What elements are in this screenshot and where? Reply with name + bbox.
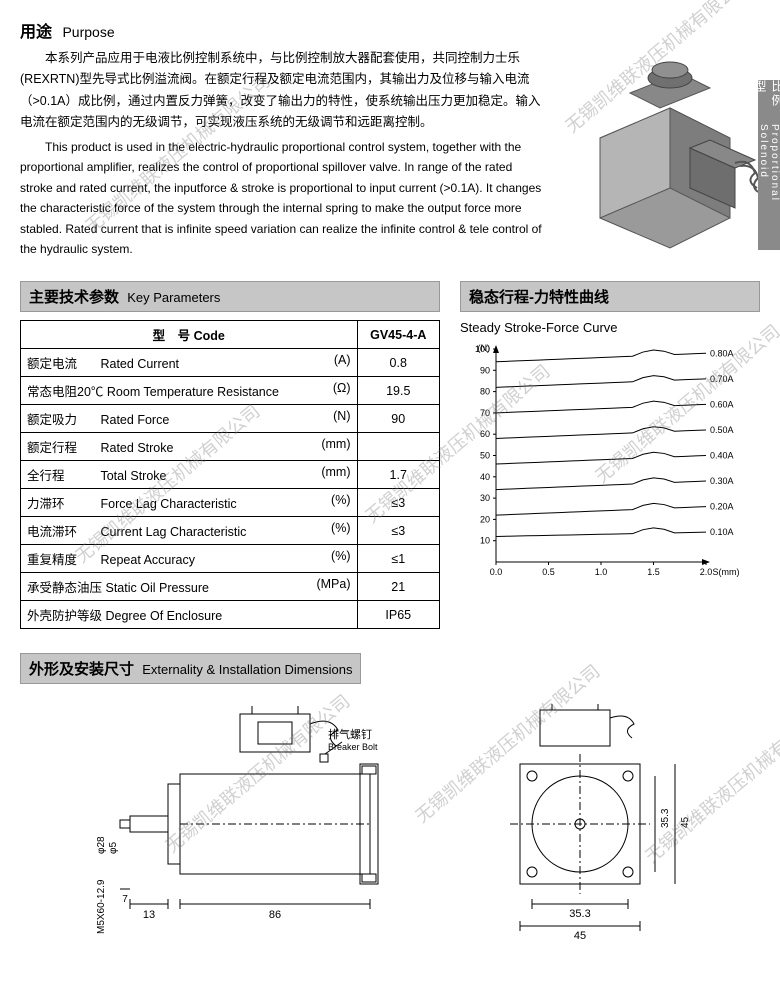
param-value-cell: ≤1	[357, 545, 440, 573]
front-view-drawing: 35.3 45 35.3 45	[470, 704, 690, 964]
param-value-cell: IP65	[357, 601, 440, 629]
curve-block: 稳态行程-力特性曲线 Steady Stroke-Force Curve 10 2…	[460, 281, 760, 629]
svg-text:7: 7	[122, 894, 128, 905]
svg-text:0.80A: 0.80A	[710, 349, 734, 359]
svg-text:90: 90	[480, 366, 490, 376]
table-row: 额定行程 Rated Stroke(mm)	[21, 433, 440, 461]
params-title: 主要技术参数 Key Parameters	[20, 281, 440, 312]
svg-text:φ28: φ28	[96, 836, 107, 854]
purpose-para-cn: 本系列产品应用于电液比例控制系统中，与比例控制放大器配套使用，共同控制力士乐(R…	[20, 48, 546, 133]
svg-text:排气螺钉: 排气螺钉	[328, 727, 372, 741]
table-row: 承受静态油压 Static Oil Pressure(MPa)21	[21, 573, 440, 601]
curve-title-en: Steady Stroke-Force Curve	[460, 320, 760, 335]
purpose-title-cn: 用途	[20, 24, 52, 41]
param-label-cell: 电流滞环 Current Lag Characteristic(%)	[21, 517, 358, 545]
param-value-cell: 1.7	[357, 461, 440, 489]
param-label-cell: 承受静态油压 Static Oil Pressure(MPa)	[21, 573, 358, 601]
model-label-cn: 型 号	[153, 329, 191, 343]
svg-text:13: 13	[143, 909, 155, 921]
param-value-cell: 21	[357, 573, 440, 601]
svg-text:35.3: 35.3	[660, 808, 671, 828]
curve-chart: 102030405060708090100(N)0.00.51.01.52.0S…	[460, 341, 750, 586]
svg-text:0.0: 0.0	[490, 567, 503, 577]
params-block: 主要技术参数 Key Parameters 型 号 Code GV45-4-A …	[20, 281, 440, 629]
svg-text:0.10A: 0.10A	[710, 528, 734, 538]
param-label-cell: 额定行程 Rated Stroke(mm)	[21, 433, 358, 461]
svg-text:86: 86	[269, 909, 281, 921]
param-value-cell: 90	[357, 405, 440, 433]
param-label-cell: 全行程 Total Stroke(mm)	[21, 461, 358, 489]
svg-text:0.30A: 0.30A	[710, 476, 734, 486]
svg-text:1.5: 1.5	[647, 567, 660, 577]
dims-block: 外形及安装尺寸 Externality & Installation Dimen…	[20, 653, 760, 964]
purpose-text: 本系列产品应用于电液比例控制系统中，与比例控制放大器配套使用，共同控制力士乐(R…	[20, 48, 546, 263]
param-label-cell: 额定电流 Rated Current(A)	[21, 349, 358, 377]
svg-text:70: 70	[480, 408, 490, 418]
table-row: 额定电流 Rated Current(A)0.8	[21, 349, 440, 377]
table-row: 型 号 Code GV45-4-A	[21, 321, 440, 349]
svg-text:30: 30	[480, 493, 490, 503]
model-label-cell: 型 号 Code	[21, 321, 358, 349]
svg-text:0.50A: 0.50A	[710, 425, 734, 435]
param-value-cell	[357, 433, 440, 461]
param-label-cell: 力滞环 Force Lag Characteristic(%)	[21, 489, 358, 517]
table-row: 常态电阻20℃ Room Temperature Resistance(Ω)19…	[21, 377, 440, 405]
svg-text:0.5: 0.5	[542, 567, 555, 577]
purpose-section: 用途 Purpose 本系列产品应用于电液比例控制系统中，与比例控制放大器配套使…	[20, 18, 760, 263]
params-table: 型 号 Code GV45-4-A 额定电流 Rated Current(A)0…	[20, 320, 440, 629]
svg-text:40: 40	[480, 472, 490, 482]
purpose-title: 用途 Purpose	[20, 18, 760, 42]
svg-text:(N): (N)	[478, 343, 491, 353]
side-tab: 比例型 Proportional Solenoid	[758, 80, 780, 250]
svg-text:35.3: 35.3	[569, 908, 590, 920]
param-value-cell: ≤3	[357, 489, 440, 517]
svg-text:1.0: 1.0	[595, 567, 608, 577]
svg-text:φ5: φ5	[108, 842, 119, 854]
model-label-en: Code	[194, 329, 225, 343]
svg-text:10: 10	[480, 536, 490, 546]
dims-title: 外形及安装尺寸 Externality & Installation Dimen…	[20, 653, 361, 684]
svg-text:0.20A: 0.20A	[710, 502, 734, 512]
svg-text:M5X60-12.9: M5X60-12.9	[96, 879, 107, 934]
svg-text:0.70A: 0.70A	[710, 374, 734, 384]
table-row: 额定吸力 Rated Force(N)90	[21, 405, 440, 433]
param-label-cell: 外壳防护等级 Degree Of Enclosure	[21, 601, 358, 629]
param-label-cell: 额定吸力 Rated Force(N)	[21, 405, 358, 433]
param-label-cell: 常态电阻20℃ Room Temperature Resistance(Ω)	[21, 377, 358, 405]
purpose-title-en: Purpose	[62, 24, 114, 40]
dims-title-cn: 外形及安装尺寸	[29, 661, 134, 678]
svg-text:Breaker Bolt: Breaker Bolt	[328, 742, 378, 752]
dims-title-en: Externality & Installation Dimensions	[142, 662, 352, 677]
table-row: 电流滞环 Current Lag Characteristic(%)≤3	[21, 517, 440, 545]
svg-text:0.40A: 0.40A	[710, 451, 734, 461]
product-image	[560, 48, 760, 258]
table-row: 重复精度 Repeat Accuracy(%)≤1	[21, 545, 440, 573]
params-title-cn: 主要技术参数	[29, 289, 119, 306]
param-value-cell: ≤3	[357, 517, 440, 545]
svg-text:S(mm): S(mm)	[713, 567, 740, 577]
svg-text:45: 45	[574, 930, 586, 942]
param-value-cell: 0.8	[357, 349, 440, 377]
model-value-cell: GV45-4-A	[357, 321, 440, 349]
curve-title-cn: 稳态行程-力特性曲线	[469, 289, 609, 306]
param-label-cell: 重复精度 Repeat Accuracy(%)	[21, 545, 358, 573]
param-value-cell: 19.5	[357, 377, 440, 405]
table-row: 全行程 Total Stroke(mm)1.7	[21, 461, 440, 489]
svg-text:50: 50	[480, 451, 490, 461]
side-tab-cn: 比例型	[752, 80, 780, 118]
svg-text:0.60A: 0.60A	[710, 400, 734, 410]
svg-text:45: 45	[680, 817, 690, 829]
svg-text:60: 60	[480, 430, 490, 440]
side-tab-en: Proportional Solenoid	[758, 124, 780, 250]
params-title-en: Key Parameters	[127, 290, 220, 305]
table-row: 外壳防护等级 Degree Of EnclosureIP65	[21, 601, 440, 629]
curve-title: 稳态行程-力特性曲线	[460, 281, 760, 312]
side-view-drawing: 排气螺钉Breaker Bolt 86 13 7 φ28φ5 M5X60-12.9	[90, 704, 430, 964]
table-row: 力滞环 Force Lag Characteristic(%)≤3	[21, 489, 440, 517]
svg-text:20: 20	[480, 515, 490, 525]
svg-text:2.0: 2.0	[700, 567, 713, 577]
svg-text:80: 80	[480, 387, 490, 397]
product-svg	[560, 48, 760, 258]
purpose-para-en: This product is used in the electric-hyd…	[20, 137, 546, 259]
